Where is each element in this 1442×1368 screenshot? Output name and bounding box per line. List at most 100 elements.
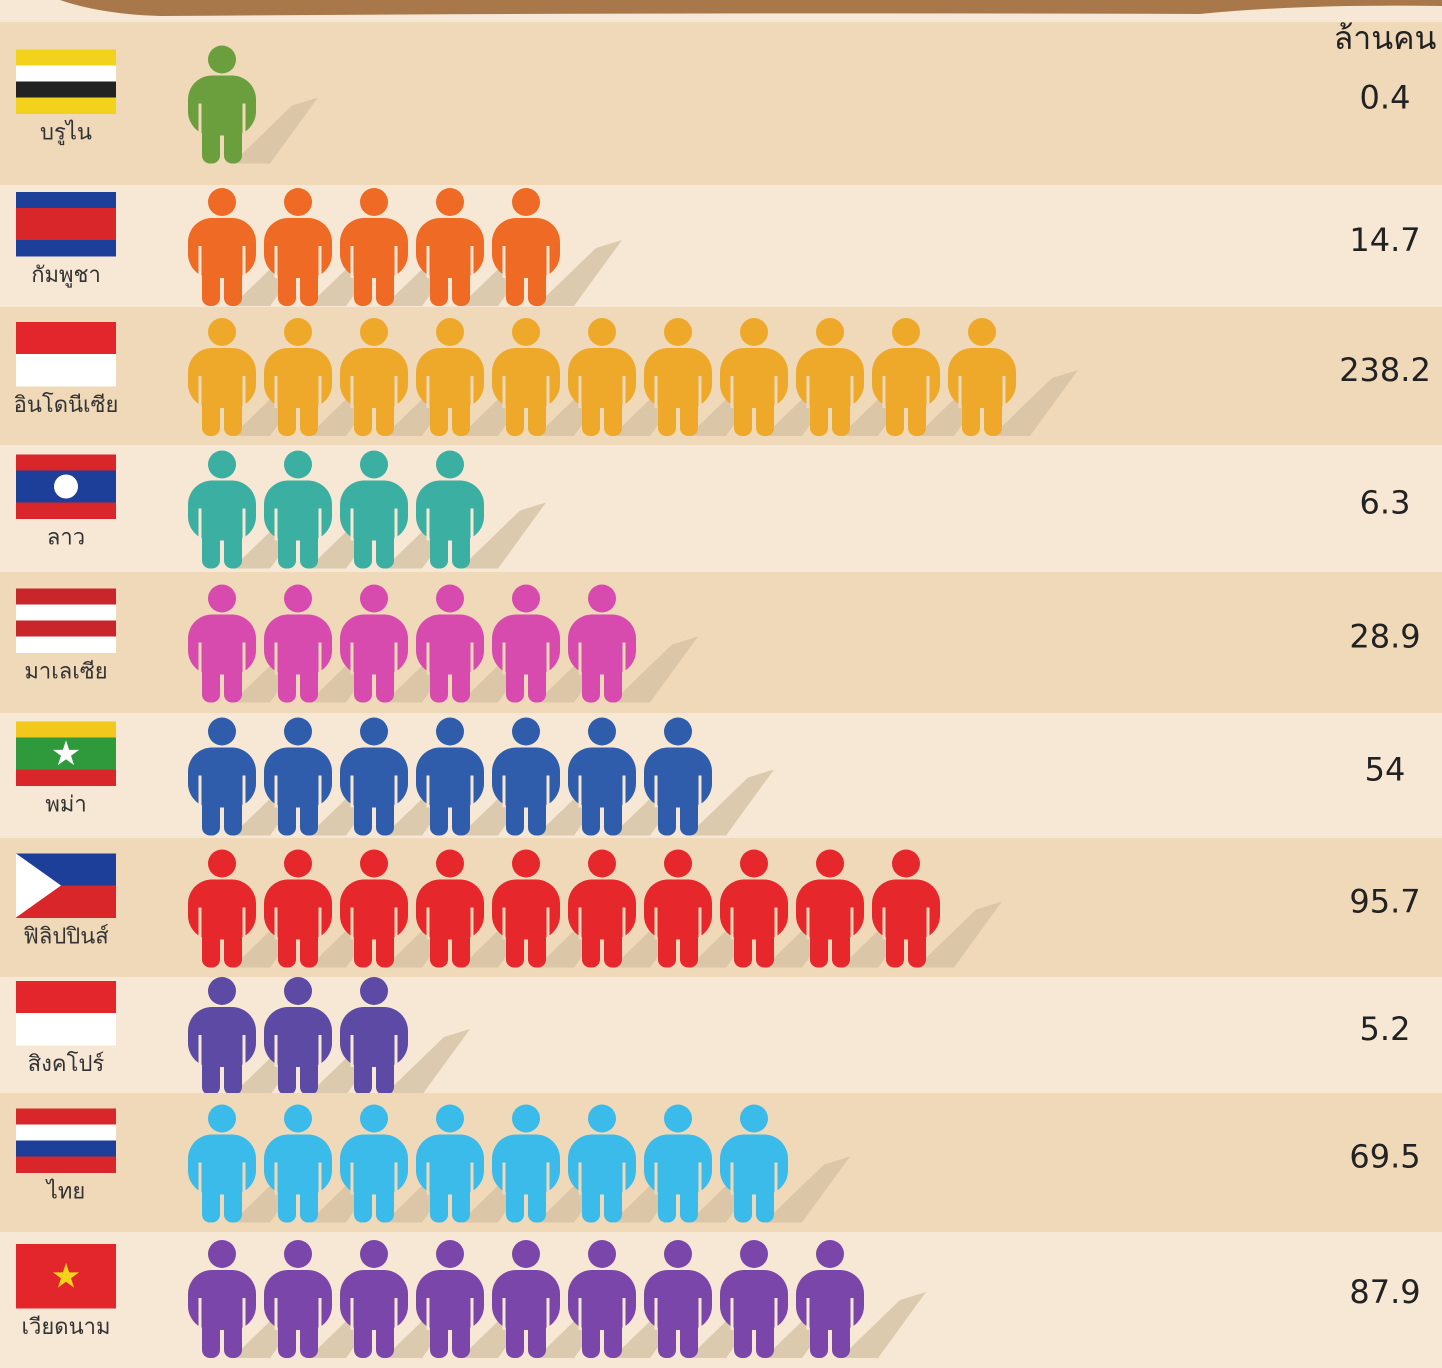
icon-leg bbox=[604, 388, 622, 436]
icon-body bbox=[720, 1270, 788, 1330]
value-label: 69.5 bbox=[1349, 1138, 1420, 1176]
icon-leg bbox=[224, 388, 242, 436]
icon-head bbox=[512, 584, 540, 613]
flag-stripe bbox=[16, 769, 116, 786]
icon-head bbox=[512, 1240, 540, 1268]
icon-head bbox=[588, 1240, 616, 1268]
icon-leg bbox=[300, 787, 318, 836]
icon-body bbox=[492, 348, 560, 408]
icon-body bbox=[188, 614, 256, 675]
flag-emblem bbox=[54, 474, 78, 499]
person-icon bbox=[188, 1240, 256, 1358]
icon-body bbox=[340, 879, 408, 940]
icon-leg bbox=[376, 258, 394, 306]
icon-leg bbox=[528, 258, 546, 306]
person-icon bbox=[416, 1104, 484, 1223]
country-name: อินโดนีเซีย bbox=[14, 392, 119, 418]
icon-leg bbox=[376, 787, 394, 836]
flag-stripe bbox=[16, 1156, 116, 1173]
person-icon bbox=[568, 1104, 636, 1223]
flag-stripe bbox=[16, 1013, 116, 1030]
value-label: 238.2 bbox=[1339, 351, 1431, 389]
icon-head bbox=[208, 188, 236, 216]
flag-stripe bbox=[16, 65, 116, 82]
flag-stripe bbox=[16, 454, 116, 471]
person-icon bbox=[492, 188, 560, 306]
icon-leg bbox=[430, 1174, 448, 1223]
icon-leg bbox=[278, 654, 296, 703]
icon-leg bbox=[452, 1310, 470, 1358]
flag-stripe bbox=[16, 1124, 116, 1141]
icon-leg bbox=[300, 520, 318, 569]
icon-leg bbox=[528, 919, 546, 968]
icon-leg bbox=[452, 388, 470, 436]
person-icon bbox=[720, 1240, 788, 1358]
value-label: 14.7 bbox=[1349, 221, 1420, 259]
icon-leg bbox=[832, 388, 850, 436]
person-icon bbox=[492, 1240, 560, 1358]
icon-leg bbox=[582, 1310, 600, 1358]
icon-leg bbox=[224, 654, 242, 703]
person-icon bbox=[644, 717, 712, 836]
person-icon bbox=[264, 977, 332, 1095]
flag-stripe bbox=[16, 1108, 116, 1125]
icon-leg bbox=[452, 1174, 470, 1223]
icon-leg bbox=[756, 388, 774, 436]
icon-body bbox=[644, 1270, 712, 1330]
icon-leg bbox=[202, 520, 220, 569]
icon-body bbox=[264, 879, 332, 940]
person-icon bbox=[720, 318, 788, 436]
icon-leg bbox=[300, 388, 318, 436]
icon-leg bbox=[734, 1174, 752, 1223]
icon-leg bbox=[528, 1310, 546, 1358]
person-icon bbox=[568, 849, 636, 968]
icon-head bbox=[664, 1104, 692, 1133]
icon-body bbox=[416, 879, 484, 940]
icon-shadow bbox=[232, 97, 318, 164]
person-icon bbox=[188, 1104, 256, 1223]
icon-body bbox=[188, 348, 256, 408]
icon-leg bbox=[984, 388, 1002, 436]
icon-head bbox=[284, 1104, 312, 1133]
icon-leg bbox=[224, 258, 242, 306]
icon-leg bbox=[300, 919, 318, 968]
icon-leg bbox=[528, 388, 546, 436]
person-icon bbox=[188, 849, 256, 968]
icon-leg bbox=[354, 1310, 372, 1358]
person-icon bbox=[492, 584, 560, 703]
icon-body bbox=[416, 480, 484, 541]
icon-leg bbox=[354, 1174, 372, 1223]
country-name: เวียดนาม bbox=[22, 1315, 111, 1340]
icon-leg bbox=[300, 1310, 318, 1358]
icon-leg bbox=[278, 388, 296, 436]
icon-head bbox=[436, 717, 464, 746]
person-icon bbox=[264, 717, 332, 836]
flag-triangle bbox=[16, 853, 61, 918]
icon-leg bbox=[278, 258, 296, 306]
icon-head bbox=[284, 849, 312, 878]
icon-head bbox=[284, 584, 312, 613]
icon-head bbox=[816, 849, 844, 878]
icon-body bbox=[492, 1270, 560, 1330]
icon-body bbox=[188, 1007, 256, 1067]
person-icon bbox=[720, 1104, 788, 1223]
icon-leg bbox=[604, 654, 622, 703]
value-label: 6.3 bbox=[1360, 484, 1411, 522]
icon-leg bbox=[430, 520, 448, 569]
icon-leg bbox=[376, 1047, 394, 1095]
icon-leg bbox=[354, 520, 372, 569]
icon-head bbox=[588, 849, 616, 878]
icon-leg bbox=[224, 1310, 242, 1358]
icon-head bbox=[664, 1240, 692, 1268]
icon-body bbox=[264, 747, 332, 808]
icon-leg bbox=[734, 1310, 752, 1358]
person-icon bbox=[492, 1104, 560, 1223]
icon-head bbox=[208, 849, 236, 878]
icon-body bbox=[644, 879, 712, 940]
icon-head bbox=[360, 977, 388, 1005]
icon-leg bbox=[202, 654, 220, 703]
icon-body bbox=[948, 348, 1016, 408]
person-icon bbox=[340, 717, 408, 836]
icon-shadow bbox=[840, 1292, 926, 1358]
icon-leg bbox=[452, 258, 470, 306]
